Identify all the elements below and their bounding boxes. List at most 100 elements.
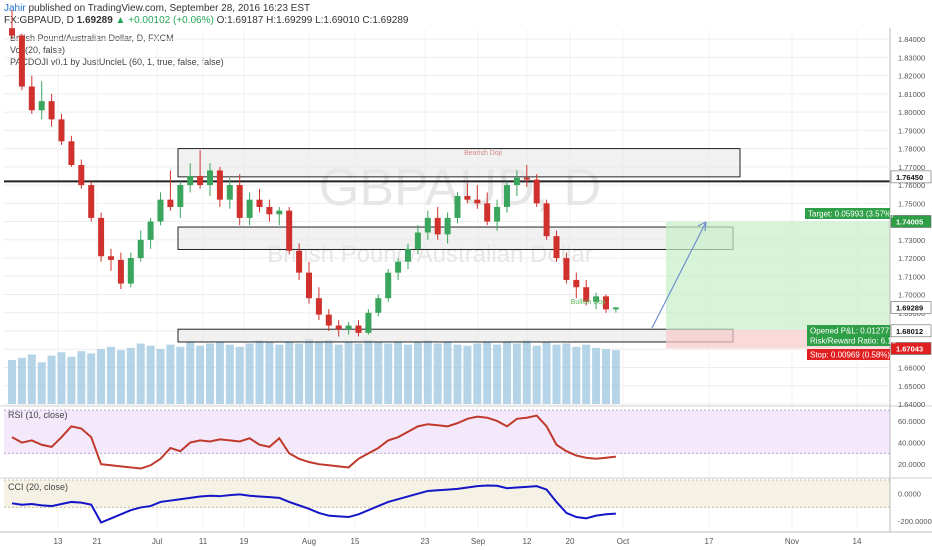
price-tick-label: 1.82000 xyxy=(898,72,925,81)
candle[interactable] xyxy=(454,196,461,218)
time-tick-label: 23 xyxy=(421,537,430,546)
candle[interactable] xyxy=(563,258,570,280)
candle[interactable] xyxy=(414,232,421,249)
candle[interactable] xyxy=(306,272,312,299)
volume-bar xyxy=(215,341,224,404)
candle[interactable] xyxy=(365,312,372,333)
candle[interactable] xyxy=(48,101,55,120)
time-tick-label: 19 xyxy=(240,537,249,546)
candle[interactable] xyxy=(335,325,342,330)
candle[interactable] xyxy=(117,259,124,284)
volume-bar xyxy=(176,346,185,404)
price-tag xyxy=(890,301,932,314)
candle[interactable] xyxy=(157,199,164,222)
candle[interactable] xyxy=(167,199,174,207)
zone-box-supply[interactable] xyxy=(177,148,741,178)
candle[interactable] xyxy=(127,258,134,284)
candle[interactable] xyxy=(603,296,609,310)
candle[interactable] xyxy=(543,203,550,237)
candle[interactable] xyxy=(513,177,520,186)
candle[interactable] xyxy=(147,221,154,240)
candle[interactable] xyxy=(256,199,263,207)
candle[interactable] xyxy=(286,210,293,251)
candle[interactable] xyxy=(88,185,95,218)
cci-line[interactable] xyxy=(11,484,616,524)
candle[interactable] xyxy=(533,179,540,204)
candle[interactable] xyxy=(345,325,352,330)
candle[interactable] xyxy=(276,210,283,215)
candle[interactable] xyxy=(612,307,619,310)
candle[interactable] xyxy=(78,165,85,186)
candle[interactable] xyxy=(58,119,65,142)
target-label-bg xyxy=(805,208,890,219)
candle[interactable] xyxy=(444,217,451,235)
candle[interactable] xyxy=(593,296,600,302)
candle[interactable] xyxy=(187,175,194,186)
volume-bar xyxy=(265,342,274,404)
candle[interactable] xyxy=(68,141,75,166)
volume-bar xyxy=(433,343,442,404)
candle[interactable] xyxy=(197,175,204,186)
price-tick-label: 1.81000 xyxy=(898,90,925,99)
time-tick-label: 20 xyxy=(566,537,575,546)
candle[interactable] xyxy=(137,239,144,259)
candle[interactable] xyxy=(325,314,332,326)
candle[interactable] xyxy=(395,261,402,273)
arrow-head xyxy=(697,221,707,232)
price-tick-label: 1.84000 xyxy=(898,35,925,44)
candle[interactable] xyxy=(38,101,45,111)
author-link[interactable]: Jahir xyxy=(4,3,26,14)
candle[interactable] xyxy=(266,206,273,215)
candle[interactable] xyxy=(18,35,25,87)
candle[interactable] xyxy=(573,279,580,288)
candle[interactable] xyxy=(9,28,15,36)
candle[interactable] xyxy=(504,185,510,207)
candle[interactable] xyxy=(553,236,560,259)
candle[interactable] xyxy=(296,250,303,273)
indicator-legend: PACDOJI v0.1 by JustUncleL (60, 1, true,… xyxy=(10,57,224,67)
candle[interactable] xyxy=(98,217,105,257)
bullish-doji-label: Bullish Doji xyxy=(571,299,606,306)
candle[interactable] xyxy=(385,272,392,299)
candle[interactable] xyxy=(315,298,322,315)
volume-bar xyxy=(473,343,482,404)
candle[interactable] xyxy=(474,199,481,204)
candle[interactable] xyxy=(405,248,411,262)
candle[interactable] xyxy=(216,170,223,200)
candle[interactable] xyxy=(494,206,501,222)
candle[interactable] xyxy=(226,185,233,200)
volume-bar xyxy=(8,360,16,404)
volume-bar xyxy=(235,346,244,404)
volume-bar xyxy=(354,343,363,404)
candle[interactable] xyxy=(236,185,243,218)
price-tag-label: 1.76450 xyxy=(896,173,923,182)
candle[interactable] xyxy=(28,86,35,111)
zone-box-mid[interactable] xyxy=(177,226,734,250)
rsi-tick-label: 20.0000 xyxy=(898,460,925,469)
volume-bar xyxy=(463,345,472,404)
cci-tick-label: -200.0000 xyxy=(898,517,932,526)
candle[interactable] xyxy=(464,196,471,200)
rsi-line[interactable] xyxy=(11,414,617,470)
candle[interactable] xyxy=(355,325,362,333)
candle[interactable] xyxy=(434,217,441,235)
candle[interactable] xyxy=(177,185,184,207)
volume-bar xyxy=(27,354,36,404)
profit-zone[interactable] xyxy=(666,221,890,330)
volume-bar xyxy=(275,344,284,404)
candle[interactable] xyxy=(424,217,431,233)
candle[interactable] xyxy=(484,203,491,222)
candle[interactable] xyxy=(108,256,114,260)
high-value: H:1.69299 xyxy=(266,15,313,26)
time-tick-label: Oct xyxy=(617,537,630,546)
cci-tick-label: 0.0000 xyxy=(898,490,921,499)
candle[interactable] xyxy=(246,199,253,218)
volume-bar xyxy=(503,341,511,404)
zone-box-demand[interactable] xyxy=(177,328,734,343)
candle[interactable] xyxy=(207,170,213,186)
price-tick-label: 1.78000 xyxy=(898,145,925,154)
candle[interactable] xyxy=(523,177,530,180)
candle[interactable] xyxy=(375,298,382,313)
candle[interactable] xyxy=(583,287,590,302)
